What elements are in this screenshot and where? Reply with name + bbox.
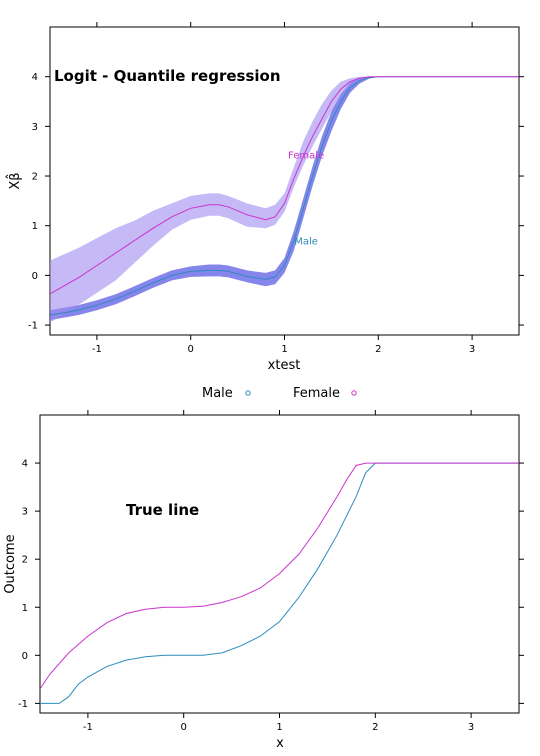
bottom-x-tick-label: 2: [372, 722, 378, 733]
top-y-tick-label: -1: [28, 321, 38, 332]
top-y-tick-label: 0: [32, 271, 38, 282]
legend-label-female: Female: [293, 386, 340, 401]
top-y-tick-label: 1: [32, 221, 38, 232]
bottom-x-tick-label: 0: [181, 722, 187, 733]
top-x-tick-label: 2: [375, 344, 381, 355]
bottom-axis-ticks: -1 0 1 2 3 -1 0 1 2 3 4: [18, 410, 524, 733]
bottom-panel-frame: [39, 414, 520, 714]
top-y-tick-label: 2: [32, 172, 38, 183]
bottom-line-male: [40, 462, 519, 704]
top-y-axis-label: Xβ̂: [6, 172, 23, 189]
top-series-lines: [49, 76, 519, 316]
top-curve-label-male: Male: [294, 237, 318, 248]
top-line-female: [49, 76, 519, 295]
top-x-tick-label: -1: [92, 344, 102, 355]
top-band-male: [50, 76, 519, 321]
legend-marker-male: [245, 390, 251, 396]
bottom-y-tick-label: 1: [22, 603, 28, 614]
bottom-x-tick-label: 1: [276, 722, 282, 733]
bottom-y-tick-label: -1: [18, 699, 28, 710]
bottom-x-axis-label: x: [276, 736, 284, 751]
bottom-panel: -1 0 1 2 3 -1 0 1 2 3 4 True line x Outcome: [3, 410, 524, 751]
top-confidence-bands: [50, 76, 519, 323]
top-axis-ticks: -1 0 1 2 3 -1 0 1 2 3 4: [28, 22, 524, 355]
bottom-y-axis-label: Outcome: [3, 534, 18, 593]
bottom-x-tick-label: -1: [83, 722, 93, 733]
legend-marker-female: [351, 390, 357, 396]
legend: Male Female: [202, 386, 357, 401]
bottom-chart-title: True line: [126, 501, 199, 519]
bottom-series-lines: [39, 462, 519, 704]
top-curve-label-female: Female: [288, 151, 324, 162]
top-x-tick-label: 3: [469, 344, 475, 355]
top-y-tick-label: 3: [32, 122, 38, 133]
bottom-y-tick-label: 0: [22, 651, 28, 662]
bottom-y-tick-label: 3: [22, 507, 28, 518]
top-chart-title: Logit - Quantile regression: [54, 67, 281, 85]
top-panel: -1 0 1 2 3 -1 0 1 2 3 4 Logit - Quantile regressio…: [6, 22, 524, 373]
top-band-female: [50, 76, 519, 323]
bottom-y-tick-label: 2: [22, 555, 28, 566]
top-x-tick-label: 1: [281, 344, 287, 355]
bottom-line-female: [39, 462, 519, 690]
top-x-tick-label: 0: [188, 344, 194, 355]
top-x-axis-label: xtest: [268, 358, 301, 373]
bottom-y-tick-label: 4: [22, 459, 28, 470]
top-line-male: [49, 76, 519, 316]
bottom-x-tick-label: 3: [468, 722, 474, 733]
top-y-tick-label: 4: [32, 72, 38, 83]
legend-label-male: Male: [202, 386, 233, 401]
